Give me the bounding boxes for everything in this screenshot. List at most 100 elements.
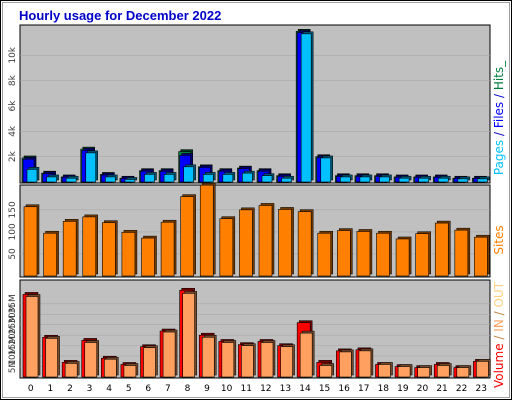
x-tick-label: 1: [48, 384, 54, 394]
bar-pages: [379, 176, 390, 183]
bar-in: [123, 365, 137, 378]
bar-sites: [82, 216, 97, 277]
x-tick-label: 7: [165, 384, 171, 394]
hour-axis: 0 1 2 3 4 5 6 7 8 9 10 11 12 13 14 15 16 17 18 19 20 21 22 23: [28, 384, 487, 394]
x-tick-label: 22: [456, 384, 467, 394]
bar-sites: [278, 209, 292, 277]
bar-pages: [340, 176, 351, 183]
legend-volume-in-out-part: IN: [492, 319, 506, 332]
legends: Pages / Files / Hits_ Sites Volume / IN / …: [492, 60, 506, 388]
bar-pages: [359, 176, 371, 183]
pages-files-hits-panel: 2k 4k 6k 8k 10k: [8, 24, 491, 184]
x-tick-label: 19: [397, 384, 409, 394]
bar-pages: [300, 33, 312, 183]
bar-pages: [418, 177, 429, 183]
bar-in: [319, 365, 333, 378]
x-tick-label: 21: [436, 384, 447, 394]
bar-in: [358, 350, 372, 378]
bar-in: [436, 365, 450, 378]
bar-in: [476, 361, 489, 378]
bar-sites: [297, 211, 312, 277]
y-tick-label: 4k: [8, 125, 18, 137]
x-tick-label: 16: [338, 384, 350, 394]
bar-pages: [85, 152, 97, 183]
legend-pages-files-hits-part: Pages: [492, 140, 506, 175]
y-tick-label: 35M: [8, 294, 18, 313]
y-tick-label: 25M: [8, 315, 18, 334]
legend-volume-in-out: Volume / IN / OUT: [492, 281, 506, 388]
x-tick-label: 15: [319, 384, 330, 394]
bar-pages: [457, 178, 469, 183]
x-tick-label: 14: [299, 384, 311, 394]
bar-sites: [474, 236, 488, 277]
x-tick-label: 2: [67, 384, 73, 394]
bar-in: [417, 367, 430, 378]
bar-in: [104, 358, 117, 378]
legend-volume-in-out-part: /: [492, 332, 506, 344]
x-tick-label: 23: [475, 384, 486, 394]
bar-sites: [199, 184, 214, 277]
bar-sites: [180, 196, 194, 277]
x-tick-label: 20: [417, 384, 429, 394]
bar-in: [339, 351, 352, 378]
panel-background: [19, 184, 491, 278]
bar-pages: [281, 177, 292, 183]
bar-pages: [163, 174, 175, 183]
bar-in: [260, 342, 274, 378]
bar-pages: [320, 157, 332, 183]
bar-pages: [477, 178, 488, 183]
legend-pages-files-hits-part: Hits: [492, 67, 506, 90]
legend-pages-files-hits-part: _: [492, 60, 506, 68]
bar-pages: [144, 174, 155, 183]
bar-sites: [121, 232, 136, 277]
bar-pages: [398, 177, 410, 183]
bar-sites: [239, 209, 253, 277]
bar-in: [143, 347, 156, 378]
legend-volume-in-out-part: /: [492, 308, 506, 320]
bar-sites: [317, 232, 332, 277]
x-tick-label: 5: [126, 384, 132, 394]
y-tick-label: 150: [8, 201, 18, 218]
bar-pages: [261, 175, 273, 183]
bar-pages: [202, 174, 214, 183]
bar-in: [64, 363, 78, 378]
legend-pages-files-hits-part: /: [492, 90, 506, 102]
bar-in: [45, 338, 58, 378]
x-tick-label: 10: [221, 384, 233, 394]
legend-sites: Sites: [492, 225, 506, 254]
bar-in: [201, 336, 215, 378]
y-tick-label: 100: [8, 223, 18, 240]
bar-in: [241, 345, 254, 378]
y-tick-label: 6k: [8, 100, 18, 112]
x-tick-label: 18: [378, 384, 390, 394]
bar-in: [280, 346, 293, 378]
bar-pages: [242, 172, 253, 183]
y-tick-label: 15M: [8, 336, 18, 355]
bar-pages: [26, 169, 38, 183]
y-tick-label: 30M: [8, 305, 18, 324]
bar-in: [456, 367, 470, 378]
x-tick-label: 13: [280, 384, 291, 394]
bar-sites: [395, 238, 410, 277]
x-tick-label: 12: [260, 384, 271, 394]
x-tick-label: 8: [185, 384, 191, 394]
bar-pages: [105, 176, 116, 183]
y-tick-label: 20M: [8, 326, 18, 345]
bar-sites: [337, 230, 351, 277]
legend-pages-files-hits-part: /: [492, 128, 506, 140]
bar-sites: [43, 232, 57, 277]
bar-pages: [124, 179, 136, 183]
bar-sites: [258, 205, 273, 277]
x-tick-label: 4: [106, 384, 112, 394]
legend-volume-in-out-part: OUT: [492, 281, 506, 307]
bar-sites: [160, 221, 175, 277]
x-tick-label: 17: [358, 384, 369, 394]
legend-volume-in-out-part: Volume: [492, 343, 506, 388]
bar-pages: [437, 177, 449, 183]
y-tick-label: 2k: [8, 150, 18, 162]
bar-sites: [62, 221, 77, 277]
